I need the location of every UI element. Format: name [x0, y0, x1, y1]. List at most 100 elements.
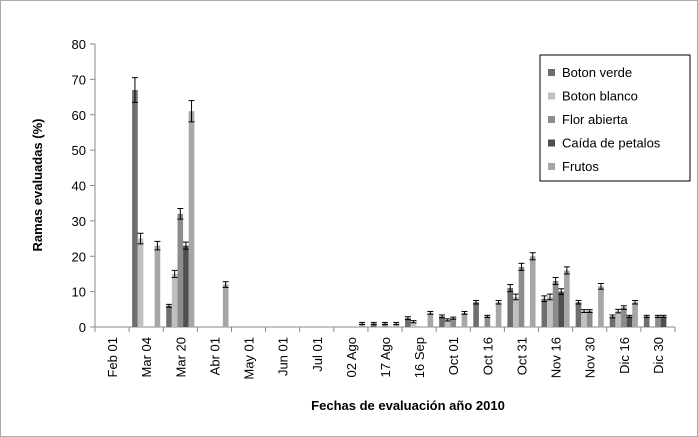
- bar: [507, 288, 514, 327]
- x-tick-label: Oct 16: [480, 337, 495, 375]
- legend-label: Boton verde: [562, 65, 632, 80]
- bar: [643, 316, 650, 327]
- y-axis-label: Ramas evaluadas (%): [30, 119, 45, 252]
- error-bar: [473, 299, 480, 305]
- error-bar: [137, 232, 144, 245]
- x-tick-label: May 01: [242, 337, 257, 380]
- bar: [154, 245, 161, 327]
- x-tick-label: Dic 30: [651, 337, 666, 374]
- x-tick-label: Nov 16: [549, 337, 564, 378]
- bar: [621, 307, 627, 327]
- bar: [513, 296, 519, 327]
- bar: [547, 296, 553, 327]
- x-tick-label: Oct 31: [514, 337, 529, 375]
- bar: [450, 318, 457, 327]
- error-bar: [171, 269, 178, 278]
- error-bar: [427, 310, 434, 315]
- bar: [495, 302, 502, 327]
- error-bar: [552, 276, 559, 286]
- bar: [359, 323, 365, 327]
- x-tick-label: 17 Ago: [378, 337, 393, 378]
- error-bar: [438, 314, 445, 319]
- bar: [564, 270, 570, 327]
- legend-swatch: [548, 69, 555, 76]
- y-tick-label: 10: [72, 285, 86, 300]
- error-bar: [546, 293, 553, 301]
- error-bar: [188, 100, 195, 123]
- x-tick-label: Abr 01: [207, 337, 222, 375]
- legend-swatch: [548, 92, 555, 100]
- x-tick-label: Feb 01: [105, 337, 120, 377]
- bar: [444, 319, 451, 327]
- y-tick-label: 50: [72, 143, 86, 158]
- bar: [655, 316, 661, 327]
- bar: [132, 89, 138, 327]
- bar: [137, 238, 144, 327]
- bar: [171, 273, 178, 327]
- x-tick-label: Jul 01: [310, 337, 325, 372]
- error-bar: [632, 299, 639, 305]
- legend-swatch: [548, 163, 555, 170]
- bar: [405, 318, 411, 327]
- bar: [586, 311, 593, 327]
- x-axis-label: Fechas de evaluación año 2010: [311, 398, 505, 413]
- error-bar: [182, 241, 189, 250]
- legend-label: Frutos: [562, 159, 599, 174]
- x-tick-label: Jun 01: [276, 337, 291, 376]
- y-tick-label: 0: [79, 320, 86, 335]
- x-tick-label: Nov 30: [583, 337, 598, 378]
- error-bar: [512, 293, 519, 301]
- bar: [461, 312, 468, 327]
- bar: [626, 316, 633, 327]
- error-bar: [359, 321, 366, 326]
- error-bar: [370, 321, 377, 326]
- error-bar: [620, 305, 627, 310]
- bar: [393, 323, 400, 327]
- bar: [541, 298, 548, 327]
- y-tick-label: 40: [72, 179, 86, 194]
- legend-label: Flor abierta: [562, 112, 629, 127]
- error-bar: [507, 284, 514, 293]
- error-bar: [654, 314, 661, 318]
- bar: [410, 321, 417, 327]
- error-bar: [222, 281, 229, 288]
- x-tick-label: 16 Sep: [412, 337, 427, 378]
- error-bar: [597, 282, 604, 290]
- bar: [552, 281, 559, 327]
- error-bar: [563, 266, 570, 275]
- legend-swatch: [548, 116, 555, 123]
- bar: [370, 323, 377, 327]
- bar: [609, 316, 616, 327]
- error-bar: [177, 207, 184, 220]
- legend-swatch: [548, 139, 555, 147]
- error-bar: [615, 308, 622, 314]
- error-bar: [495, 299, 502, 305]
- error-bar: [586, 309, 593, 313]
- error-bar: [660, 314, 667, 318]
- bar: [484, 316, 491, 327]
- bar: [188, 111, 195, 328]
- error-bar: [484, 314, 491, 318]
- bar: [439, 316, 445, 327]
- error-bar: [581, 309, 588, 313]
- error-bar: [643, 314, 650, 318]
- legend-label: Boton blanco: [562, 89, 638, 104]
- error-bar: [461, 310, 468, 315]
- y-tick-label: 60: [72, 108, 86, 123]
- bar: [222, 284, 229, 327]
- error-bar: [575, 299, 582, 305]
- error-bar: [609, 314, 616, 319]
- y-tick-label: 30: [72, 214, 86, 229]
- error-bar: [626, 314, 633, 318]
- bar: [427, 312, 434, 327]
- x-tick-label: Dic 16: [617, 337, 632, 374]
- x-tick-label: Mar 20: [173, 337, 188, 377]
- error-bar: [166, 303, 173, 308]
- bar: [558, 291, 565, 327]
- y-tick-label: 70: [72, 72, 86, 87]
- bar: [575, 302, 582, 327]
- bar: [529, 256, 536, 327]
- error-bar: [518, 262, 525, 271]
- error-bar: [410, 320, 417, 324]
